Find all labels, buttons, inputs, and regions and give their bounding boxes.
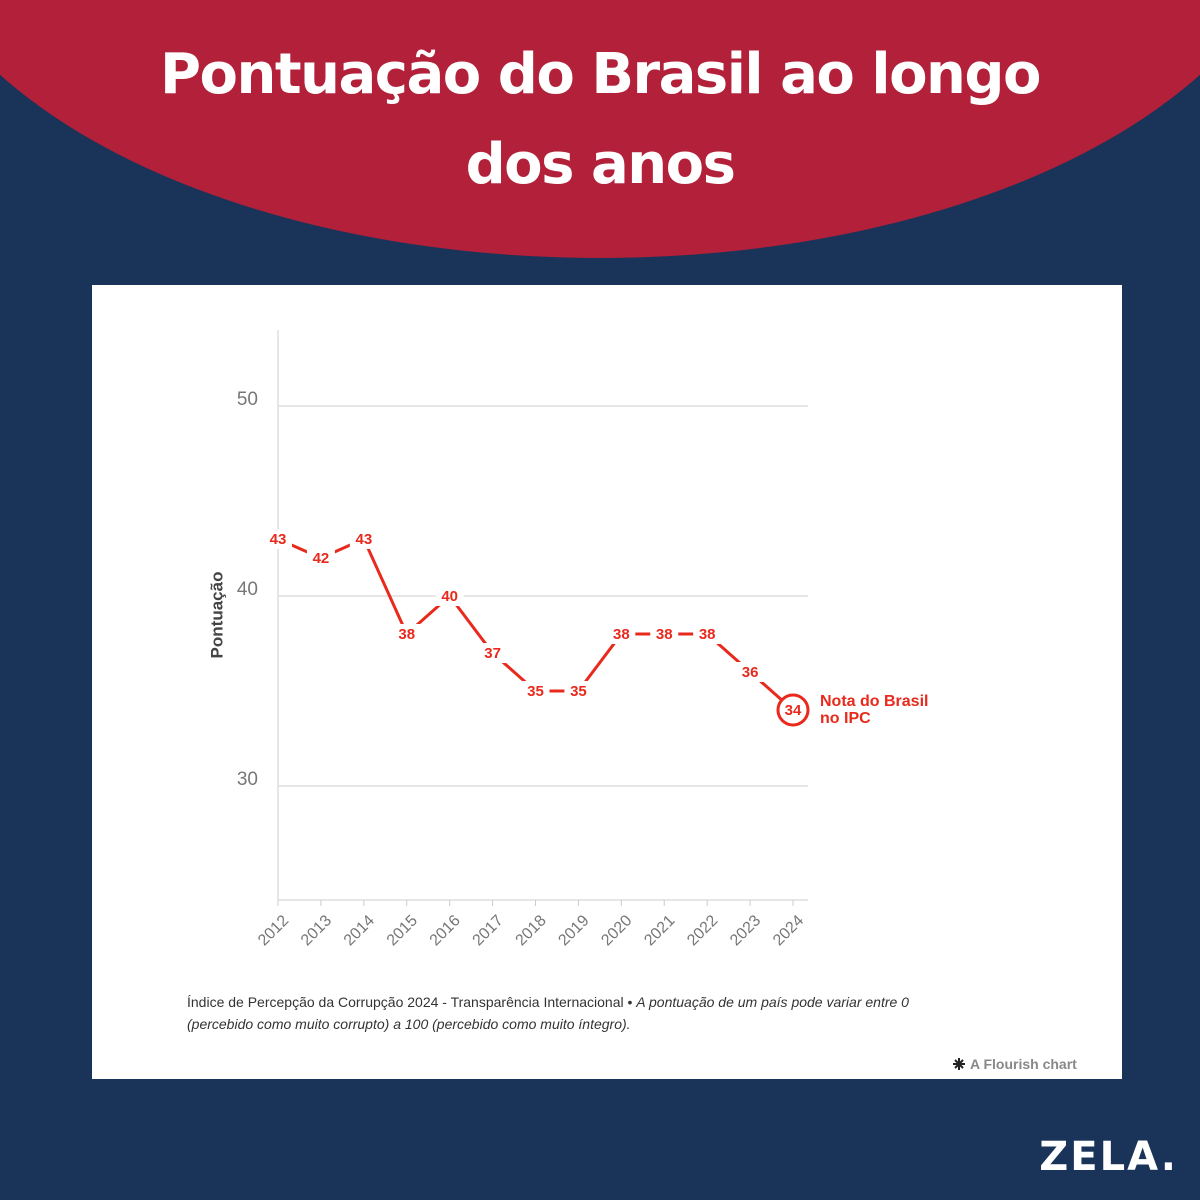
data-label: 36 [742,664,759,681]
brand: ZELA. [1039,1134,1178,1180]
data-label: 38 [613,626,630,643]
data-label: 35 [527,683,544,700]
label-bg [650,624,679,644]
data-label: 43 [270,531,287,548]
data-label: 37 [484,645,501,662]
label-bg [736,662,765,682]
label-bg [478,643,507,663]
label-bg [264,529,292,549]
label-bg [306,548,335,568]
chart-title: Pontuação do Brasil ao longo dos anos [160,42,1041,197]
label-bg [607,624,636,644]
source: Índice de Percepção da Corrupção 2024 - … [187,994,633,1010]
chart-card [92,285,1122,1079]
annotation: Nota do Brasil [820,693,928,710]
label-bg [521,681,550,701]
annotation: no IPC [820,710,871,727]
data-label: 43 [355,531,372,548]
data-label: 42 [313,550,330,567]
header-shape [0,0,1200,258]
caption: Índice de Percepção da Corrupção 2024 - … [187,991,947,1035]
label-bg [435,586,464,606]
data-label: 34 [785,702,802,719]
y-axis-label: Pontuação [207,572,226,659]
label-bg [392,624,421,644]
y-tick-label: 50 [237,389,258,410]
highlight-ring [776,693,810,727]
label-bg [693,624,722,644]
label-bg [349,529,378,549]
data-label: 35 [570,683,587,700]
label-bg [564,681,593,701]
y-tick-label: 30 [237,769,258,790]
data-label: 38 [656,626,673,643]
data-label: 40 [441,588,458,605]
flourish-icon [953,1058,965,1070]
note: A pontuação de um país pode variar entre… [187,994,909,1032]
y-tick-label: 40 [237,579,258,600]
data-label: 38 [699,626,716,643]
credit: A Flourish chart [970,1056,1077,1072]
data-label: 38 [398,626,415,643]
